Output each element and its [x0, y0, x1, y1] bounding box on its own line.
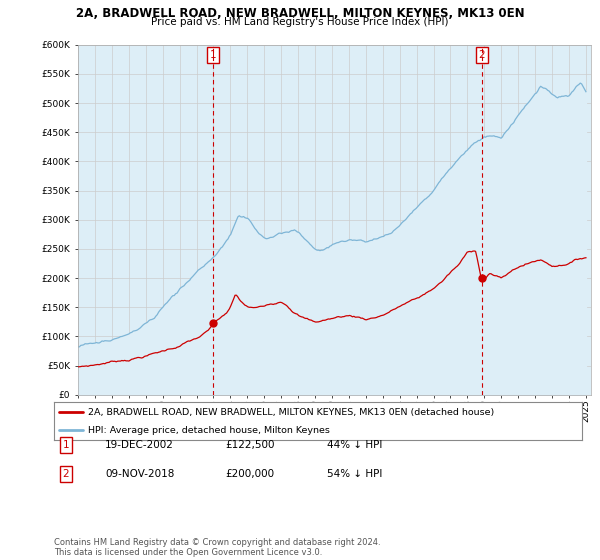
- Text: HPI: Average price, detached house, Milton Keynes: HPI: Average price, detached house, Milt…: [88, 426, 330, 435]
- Text: Price paid vs. HM Land Registry's House Price Index (HPI): Price paid vs. HM Land Registry's House …: [151, 17, 449, 27]
- Text: 44% ↓ HPI: 44% ↓ HPI: [327, 440, 382, 450]
- Text: Contains HM Land Registry data © Crown copyright and database right 2024.
This d: Contains HM Land Registry data © Crown c…: [54, 538, 380, 557]
- Text: 54% ↓ HPI: 54% ↓ HPI: [327, 469, 382, 479]
- Text: £200,000: £200,000: [225, 469, 274, 479]
- Text: 2A, BRADWELL ROAD, NEW BRADWELL, MILTON KEYNES, MK13 0EN (detached house): 2A, BRADWELL ROAD, NEW BRADWELL, MILTON …: [88, 408, 494, 417]
- Text: 2A, BRADWELL ROAD, NEW BRADWELL, MILTON KEYNES, MK13 0EN: 2A, BRADWELL ROAD, NEW BRADWELL, MILTON …: [76, 7, 524, 20]
- Text: £122,500: £122,500: [225, 440, 275, 450]
- Text: 2: 2: [479, 50, 485, 60]
- Text: 1: 1: [62, 440, 70, 450]
- Text: 2: 2: [62, 469, 70, 479]
- Text: 19-DEC-2002: 19-DEC-2002: [105, 440, 174, 450]
- Text: 09-NOV-2018: 09-NOV-2018: [105, 469, 175, 479]
- Text: 1: 1: [209, 50, 216, 60]
